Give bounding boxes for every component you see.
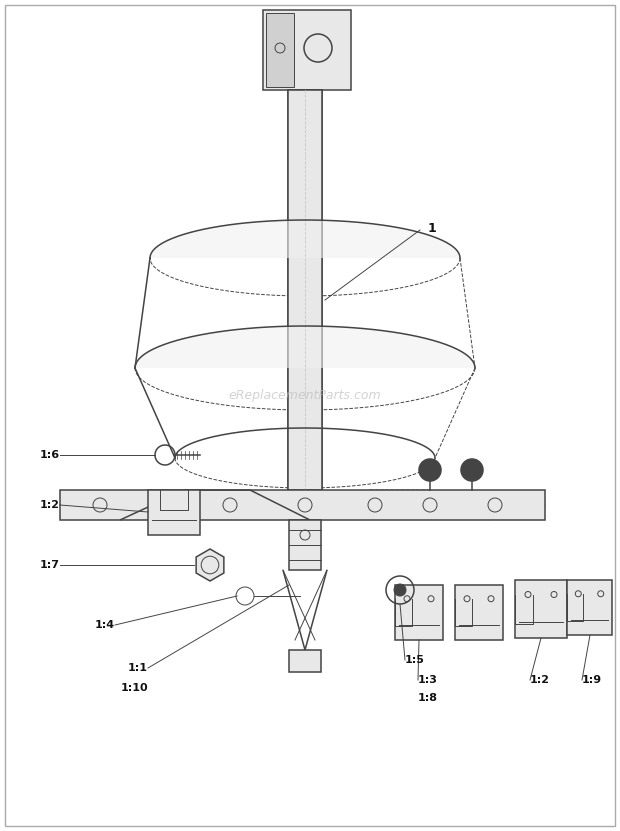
- Text: 1:3: 1:3: [418, 675, 438, 685]
- Text: 1:9: 1:9: [582, 675, 602, 685]
- Text: eReplacementParts.com: eReplacementParts.com: [229, 389, 381, 401]
- Bar: [288, 90, 322, 490]
- Text: 1:7: 1:7: [40, 560, 60, 570]
- Polygon shape: [196, 549, 224, 581]
- Bar: [515, 580, 567, 638]
- Bar: [266, 13, 294, 87]
- Text: 1:1: 1:1: [128, 663, 148, 673]
- Text: 1:4: 1:4: [95, 620, 115, 630]
- Bar: [263, 10, 351, 90]
- Text: 1:5: 1:5: [405, 655, 425, 665]
- Text: 1:2: 1:2: [530, 675, 550, 685]
- Circle shape: [394, 584, 406, 596]
- Text: 1:10: 1:10: [120, 683, 148, 693]
- Text: 1: 1: [428, 222, 436, 234]
- Bar: [289, 650, 321, 672]
- Bar: [288, 90, 322, 490]
- Text: 1:6: 1:6: [40, 450, 60, 460]
- Bar: [148, 490, 200, 535]
- Circle shape: [461, 459, 483, 481]
- Bar: [60, 490, 545, 520]
- Bar: [395, 585, 443, 640]
- Circle shape: [419, 459, 441, 481]
- Text: 1:2: 1:2: [40, 500, 60, 510]
- Bar: [567, 580, 612, 635]
- Bar: [455, 585, 503, 640]
- Bar: [289, 520, 321, 570]
- Text: 1:8: 1:8: [418, 693, 438, 703]
- Bar: [288, 90, 322, 490]
